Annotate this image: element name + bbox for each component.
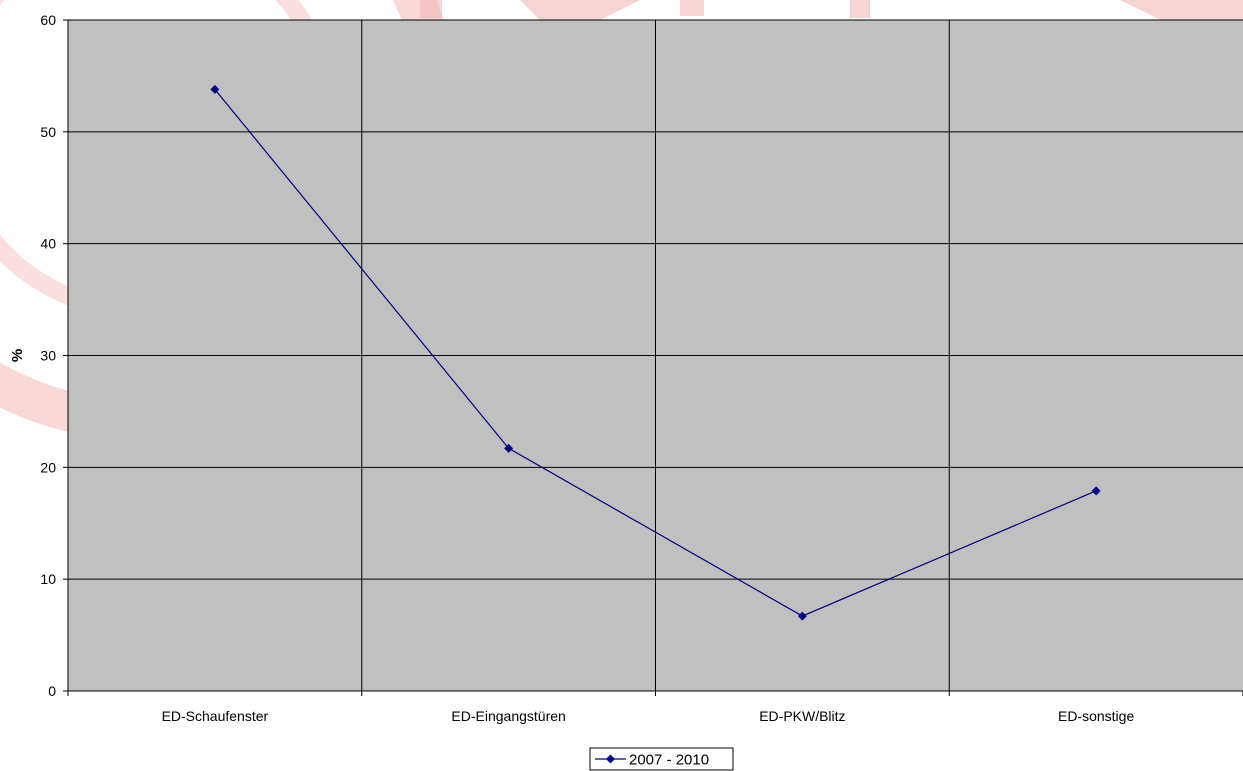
y-tick-label: 20 [40,459,56,475]
y-tick-label: 40 [40,236,56,252]
y-tick-label: 30 [40,348,56,364]
data-point-marker [504,443,514,453]
y-tick-label: 60 [40,12,56,28]
legend-label: 2007 - 2010 [629,752,709,769]
legend: 2007 - 2010 [589,747,734,771]
y-tick-label: 50 [40,124,56,140]
legend-swatch-marker [606,754,615,764]
data-point-marker [1091,486,1101,496]
x-tick-label: ED-Eingangstüren [451,708,565,724]
y-tick-label: 10 [40,571,56,587]
legend-box [589,747,734,771]
gridlines [68,19,1243,691]
series-line [214,88,1097,617]
x-tick-label: ED-PKW/Blitz [759,708,845,724]
axes [63,19,1243,696]
data-point-marker [797,611,807,621]
x-tick-label: ED-Schaufenster [162,708,269,724]
x-tick-label: ED-sonstige [1058,708,1134,724]
y-axis-title: % [9,349,26,362]
y-tick-labels: 0 10 20 30 40 50 60 [40,12,56,699]
y-tick-label: 0 [48,683,56,699]
x-tick-labels: ED-Schaufenster ED-Eingangstüren ED-PKW/Bl… [162,708,1135,724]
series-layer [210,84,1101,621]
data-point-marker [210,84,220,94]
